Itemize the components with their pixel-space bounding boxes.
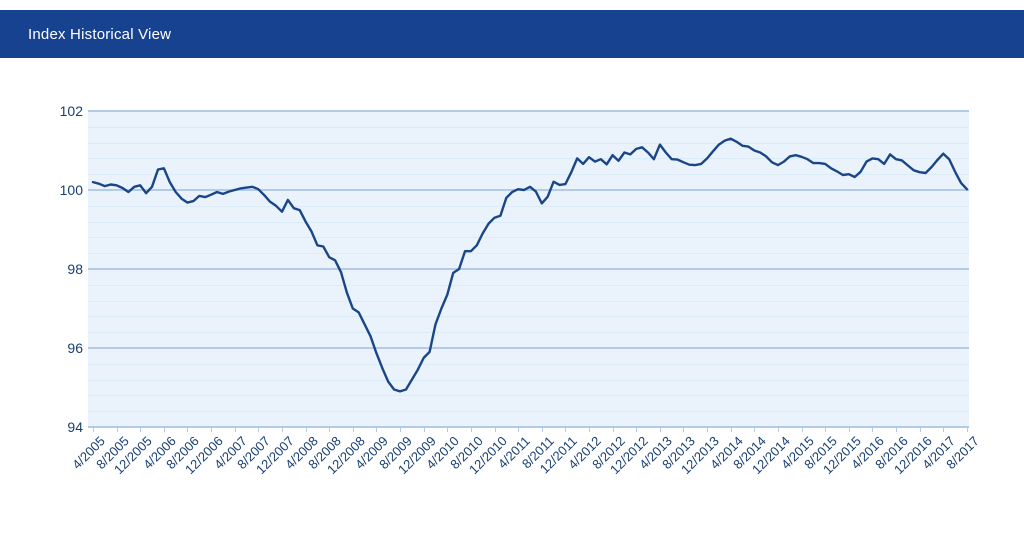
x-axis-tick [305,427,307,432]
minor-gridline [88,174,969,176]
x-axis-tick [423,427,425,432]
x-axis-tick [848,427,850,432]
minor-gridline [88,237,969,239]
x-axis-tick [281,427,283,432]
minor-gridline [88,126,969,128]
minor-gridline [88,221,969,223]
x-axis-tick [116,427,118,432]
x-axis-tick [825,427,827,432]
x-axis-tick [636,427,638,432]
x-axis-tick [93,427,94,432]
x-axis-tick [140,427,142,432]
minor-gridline [88,316,969,318]
x-axis-tick [801,427,803,432]
major-gridline [88,110,969,112]
minor-gridline [88,363,969,365]
y-axis-tick-label: 94 [67,419,83,435]
x-axis-tick [352,427,354,432]
x-axis-tick [588,427,590,432]
minor-gridline [88,205,969,207]
minor-gridline [88,395,969,397]
major-gridline [88,426,969,428]
x-axis-tick [943,427,945,432]
x-axis-tick [872,427,874,432]
x-axis-tick [211,427,213,432]
header-bar: Index Historical View [0,10,1024,58]
x-axis-tick [754,427,756,432]
x-axis-tick [329,427,331,432]
x-axis-tick [258,427,260,432]
x-axis-tick [470,427,472,432]
minor-gridline [88,300,969,302]
x-axis-tick [494,427,496,432]
minor-gridline [88,379,969,381]
x-axis-tick [376,427,378,432]
x-axis-tick [730,427,732,432]
minor-gridline [88,253,969,255]
y-axis-tick-label: 100 [59,182,83,198]
x-axis-tick [896,427,898,432]
y-axis-tick-label: 102 [59,103,83,119]
x-axis-tick [966,427,968,432]
major-gridline [88,268,969,270]
minor-gridline [88,284,969,286]
x-axis-tick [919,427,921,432]
x-axis-tick [400,427,402,432]
minor-gridline [88,332,969,334]
x-axis-tick [163,427,165,432]
y-axis-tick-label: 96 [67,340,83,356]
minor-gridline [88,158,969,160]
x-axis-tick [612,427,614,432]
x-axis-tick [541,427,543,432]
x-axis-tick [659,427,661,432]
y-axis-tick-label: 98 [67,261,83,277]
x-axis-tick [565,427,567,432]
x-axis-tick [234,427,236,432]
x-axis-tick [777,427,779,432]
x-axis-tick [683,427,685,432]
page-title: Index Historical View [28,25,172,43]
x-axis-tick [518,427,520,432]
x-axis-tick [187,427,189,432]
major-gridline [88,189,969,191]
minor-gridline [88,411,969,413]
minor-gridline [88,142,969,144]
x-axis-tick [707,427,709,432]
x-axis-tick [447,427,449,432]
major-gridline [88,347,969,349]
